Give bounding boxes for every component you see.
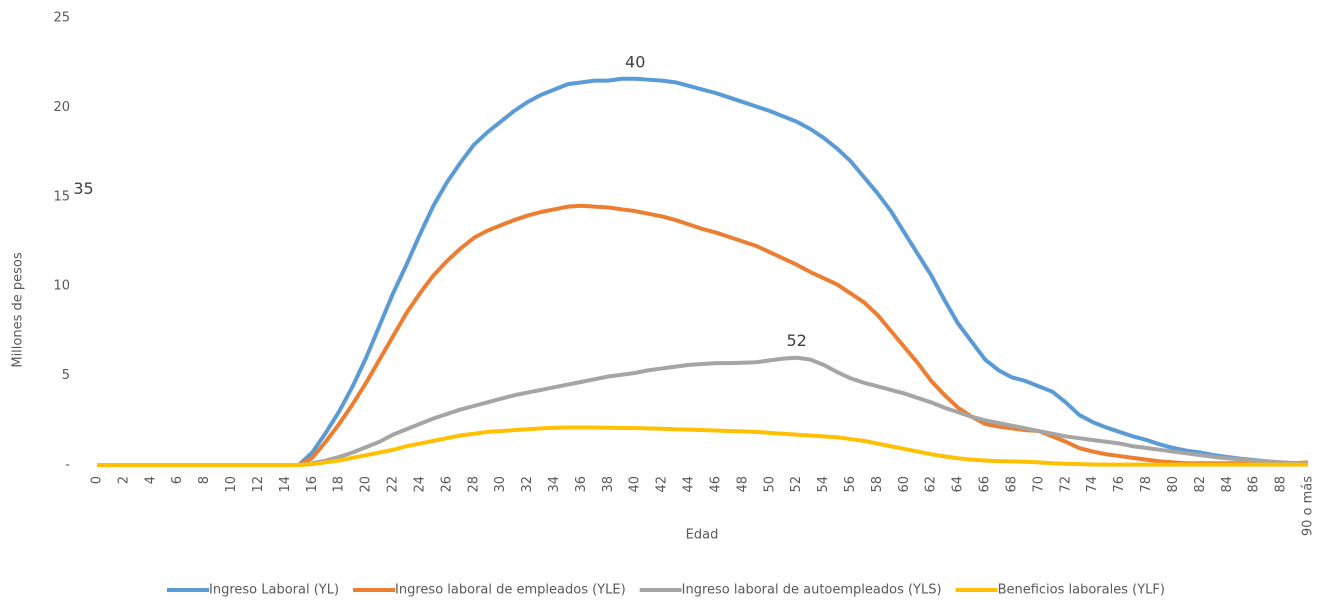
x-tick-label: 84 (1220, 476, 1235, 493)
x-tick-label: 4 (143, 476, 158, 484)
x-tick-label: 62 (924, 476, 939, 493)
x-tick-label: 24 (412, 476, 427, 493)
y-tick-label: 25 (53, 11, 70, 26)
x-tick-label: 40 (628, 476, 643, 493)
legend-label: Beneficios laborales (YLF) (998, 583, 1165, 598)
x-tick-label: 90 o más (1301, 476, 1316, 536)
legend-label: Ingreso laboral de autoempleados (YLS) (682, 583, 942, 598)
x-tick-label: 26 (439, 476, 454, 493)
x-tick-label: 18 (332, 476, 347, 493)
legend-item: Ingreso Laboral (YL) (167, 583, 339, 598)
annotation: 52 (787, 331, 807, 350)
x-tick-label: 66 (978, 476, 993, 493)
annotation: 35 (73, 179, 93, 198)
x-tick-label: 72 (1058, 476, 1073, 493)
x-tick-label: 50 (762, 476, 777, 493)
x-tick-label: 32 (520, 476, 535, 493)
x-tick-label: 20 (359, 476, 374, 493)
legend-item: Beneficios laborales (YLF) (955, 583, 1165, 598)
series-line (97, 76, 1309, 467)
y-tick-label: 10 (53, 279, 70, 294)
x-tick-label: 86 (1247, 476, 1262, 493)
x-tick-label: 2 (116, 476, 131, 484)
x-tick-label: 38 (601, 476, 616, 493)
x-tick-label: 8 (197, 476, 212, 484)
x-tick-label: 88 (1274, 476, 1289, 493)
series-line (97, 203, 1309, 467)
x-tick-label: 58 (870, 476, 885, 493)
x-tick-label: 34 (547, 476, 562, 493)
x-axis-title: Edad (686, 528, 719, 543)
x-tick-label: 76 (1112, 476, 1127, 493)
x-tick-label: 68 (1004, 476, 1019, 493)
y-tick-label: 20 (53, 100, 70, 115)
x-tick-label: 6 (170, 476, 185, 484)
x-tick-label: 54 (816, 476, 831, 493)
legend: Ingreso Laboral (YL) Ingreso laboral de e… (167, 583, 1165, 598)
x-tick-label: 30 (493, 476, 508, 493)
x-tick-label: 74 (1085, 476, 1100, 493)
x-tick-label: 44 (682, 476, 697, 493)
x-tick-label: 52 (789, 476, 804, 493)
x-tick-label: 42 (655, 476, 670, 493)
x-tick-label: 12 (251, 476, 266, 493)
x-tick-label: 64 (951, 476, 966, 493)
x-tick-label: 36 (574, 476, 589, 493)
y-tick-label: 15 (53, 189, 70, 204)
x-tick-label: 0 (90, 476, 105, 484)
y-tick-label: 5 (62, 368, 70, 383)
x-tick-label: 22 (386, 476, 401, 493)
legend-item: Ingreso laboral de empleados (YLE) (353, 583, 626, 598)
x-tick-label: 56 (843, 476, 858, 493)
x-tick-label: 60 (897, 476, 912, 493)
annotation: 40 (625, 52, 645, 71)
series-line (97, 355, 1308, 467)
series-line (97, 425, 1308, 467)
x-tick-label: 48 (735, 476, 750, 493)
x-tick-label: 70 (1031, 476, 1046, 493)
x-tick-label: 80 (1166, 476, 1181, 493)
x-tick-label: 82 (1193, 476, 1208, 493)
x-tick-label: 14 (278, 476, 293, 493)
y-axis-title: Millones de pesos (11, 252, 26, 368)
x-tick-label: 78 (1139, 476, 1154, 493)
x-tick-label: 46 (708, 476, 723, 493)
legend-label: Ingreso Laboral (YL) (209, 583, 339, 598)
legend-label: Ingreso laboral de empleados (YLE) (395, 583, 626, 598)
legend-item: Ingreso laboral de autoempleados (YLS) (639, 583, 942, 598)
x-tick-label: 28 (466, 476, 481, 493)
x-tick-label: 10 (224, 476, 239, 493)
x-tick-label: 16 (305, 476, 320, 493)
y-tick-label: - (65, 458, 70, 473)
